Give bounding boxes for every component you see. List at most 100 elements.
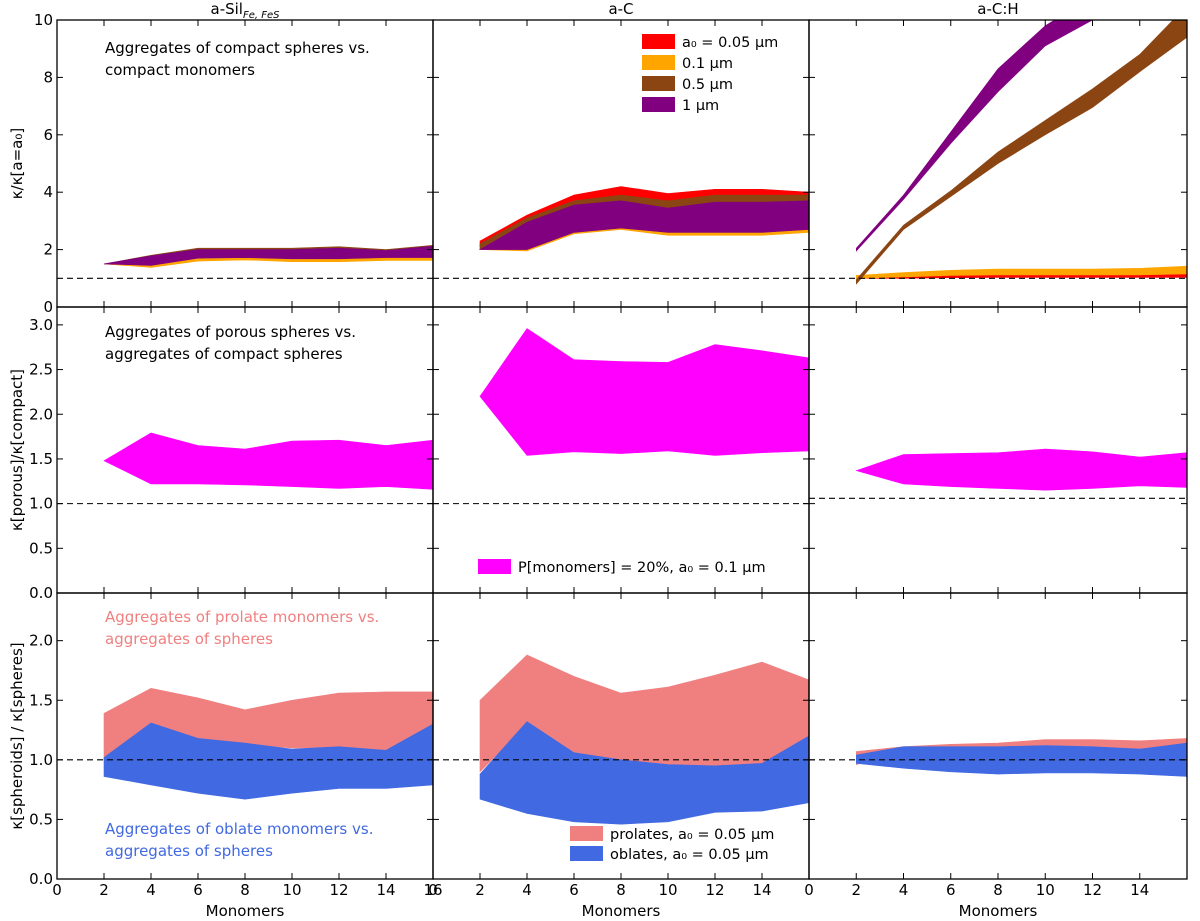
y-tick-label: 2 xyxy=(43,241,53,259)
x-tick-label: 10 xyxy=(282,881,301,899)
panel-r2-c2 xyxy=(432,306,810,594)
legend-row2-swatch-1 xyxy=(478,559,511,574)
x-tick-label: 8 xyxy=(240,881,250,899)
panel-frame xyxy=(432,19,810,308)
x-axis-label-col1: Monomers xyxy=(206,902,285,920)
band-p-monomers-20--r2c3 xyxy=(855,448,1187,491)
panel-plot-area xyxy=(57,244,433,279)
band-1-m-r1c3 xyxy=(856,20,1094,252)
legend-row1-label-3: 0.5 μm xyxy=(682,77,733,93)
band-oblates-r3c2 xyxy=(479,721,809,825)
panel-plot-area xyxy=(57,687,433,800)
annotation-row2-line2: aggregates of compact spheres xyxy=(105,345,343,363)
legend-row1-swatch-4 xyxy=(642,97,675,112)
annotation-row3-oblate-line2: aggregates of spheres xyxy=(105,842,273,860)
legend-row3-swatch-1 xyxy=(570,826,603,841)
x-tick-label: 12 xyxy=(1083,881,1102,899)
x-tick-label: 6 xyxy=(193,881,203,899)
y-tick-label: 1.0 xyxy=(29,495,53,513)
x-tick-label: 4 xyxy=(146,881,156,899)
x-tick-label: 6 xyxy=(569,881,579,899)
panel-r3-c2: 0 2 4 6 8 10 12 14 xyxy=(428,592,810,899)
y-tick-label: 8 xyxy=(43,68,53,86)
x-tick-label: 6 xyxy=(946,881,956,899)
band-p-monomers-20--r2c2 xyxy=(479,328,809,456)
y-tick-label: 6 xyxy=(43,126,53,144)
band-oblates-r3c1 xyxy=(103,722,433,800)
y-tick-label: 3.0 xyxy=(29,316,53,334)
panel-plot-area xyxy=(57,432,433,505)
panel-plot-area xyxy=(809,448,1187,499)
panel-frame xyxy=(808,306,1188,594)
legend-row1-label-1: a₀ = 0.05 μm xyxy=(682,35,778,51)
y-tick-label: 0.0 xyxy=(29,870,53,888)
column-title-text: a-Sil xyxy=(211,0,243,18)
column-title-subscript: Fe, FeS xyxy=(243,10,280,21)
y-tick-label: 4 xyxy=(43,183,53,201)
x-tick-label: 0 xyxy=(428,881,438,899)
annotation-row3-prolate-line1: Aggregates of prolate monomers vs. xyxy=(105,608,379,626)
legend-row3-label-2: oblates, a₀ = 0.05 μm xyxy=(610,847,769,863)
band-0-1-m-r1c3 xyxy=(856,265,1187,279)
legend-row3-swatch-2 xyxy=(570,846,603,861)
legend-row1-swatch-2 xyxy=(642,55,675,70)
band-1-m-r1c1 xyxy=(103,245,433,266)
y-tick-label: 1.5 xyxy=(29,691,53,709)
x-tick-label: 2 xyxy=(851,881,861,899)
annotation-row3-prolate-line2: aggregates of spheres xyxy=(105,630,273,648)
y-axis-label-row2: κ[porous]/κ[compact] xyxy=(8,369,26,531)
x-tick-label: 14 xyxy=(376,881,395,899)
panel-plot-area xyxy=(433,654,809,825)
annotation-row1-line2: compact monomers xyxy=(105,61,255,79)
panel-frame xyxy=(808,592,1188,880)
plot-layer: 0 2 4 6 8 10 κ/κ[a=a₀] 0.0 0.5 1.0 1.5 2.0 2.5 3.0 κ[p… xyxy=(8,0,1188,920)
x-tick-label: 2 xyxy=(475,881,485,899)
annotation-row1-line1: Aggregates of compact spheres vs. xyxy=(105,39,370,57)
x-tick-label: 14 xyxy=(752,881,771,899)
band-1-m-r1c2 xyxy=(478,200,809,250)
legend-row3-label-1: prolates, a₀ = 0.05 μm xyxy=(610,827,774,843)
legend-row1-label-4: 1 μm xyxy=(682,98,719,114)
x-tick-label: 4 xyxy=(899,881,909,899)
column-title-text: a-C xyxy=(608,0,633,18)
legend-row1-swatch-3 xyxy=(642,76,675,91)
y-tick-label: 0.0 xyxy=(29,584,53,602)
panel-plot-area xyxy=(809,20,1187,285)
x-tick-label: 12 xyxy=(705,881,724,899)
y-axis-label-row3: κ[spheroids] / κ[spheres] xyxy=(8,642,26,829)
legend-row1-label-2: 0.1 μm xyxy=(682,56,733,72)
panel-r1-c2 xyxy=(432,19,810,308)
y-tick-label: 10 xyxy=(34,11,53,29)
x-tick-label: 16 xyxy=(423,881,442,899)
y-axis-label-row1: κ/κ[a=a₀] xyxy=(8,128,26,199)
x-tick-label: 4 xyxy=(522,881,532,899)
band-0-5-m-r1c3 xyxy=(856,20,1187,285)
x-tick-label: 0 xyxy=(804,881,814,899)
panel-r2-c3 xyxy=(808,306,1188,594)
panel-plot-area xyxy=(809,738,1187,777)
column-title-1: a-SilFe, FeS xyxy=(211,0,281,21)
x-axis-label-col2: Monomers xyxy=(582,902,661,920)
annotation-row2-line1: Aggregates of porous spheres vs. xyxy=(105,323,356,341)
panel-r2-c1: 0.0 0.5 1.0 1.5 2.0 2.5 3.0 xyxy=(29,306,434,602)
annotation-row3-oblate-line1: Aggregates of oblate monomers vs. xyxy=(105,820,373,838)
legend-row1-swatch-1 xyxy=(642,34,675,49)
panel-r1-c3 xyxy=(808,19,1188,308)
column-title-text: a-C:H xyxy=(977,0,1018,18)
y-tick-label: 2.5 xyxy=(29,361,53,379)
y-tick-label: 0 xyxy=(43,298,53,316)
column-title-2: a-C xyxy=(608,0,633,18)
y-tick-label: 1.0 xyxy=(29,751,53,769)
x-tick-label: 8 xyxy=(616,881,626,899)
band-p-monomers-20--r2c1 xyxy=(103,432,433,490)
x-tick-label: 2 xyxy=(99,881,109,899)
x-tick-label: 10 xyxy=(658,881,677,899)
legend-row2-label-1: P[monomers] = 20%, a₀ = 0.1 μm xyxy=(518,560,766,576)
y-tick-label: 0.5 xyxy=(29,539,53,557)
panel-plot-area xyxy=(433,186,809,279)
panel-plot-area xyxy=(433,328,809,505)
x-tick-label: 8 xyxy=(993,881,1003,899)
x-axis-label-col3: Monomers xyxy=(959,902,1038,920)
x-tick-label: 10 xyxy=(1036,881,1055,899)
